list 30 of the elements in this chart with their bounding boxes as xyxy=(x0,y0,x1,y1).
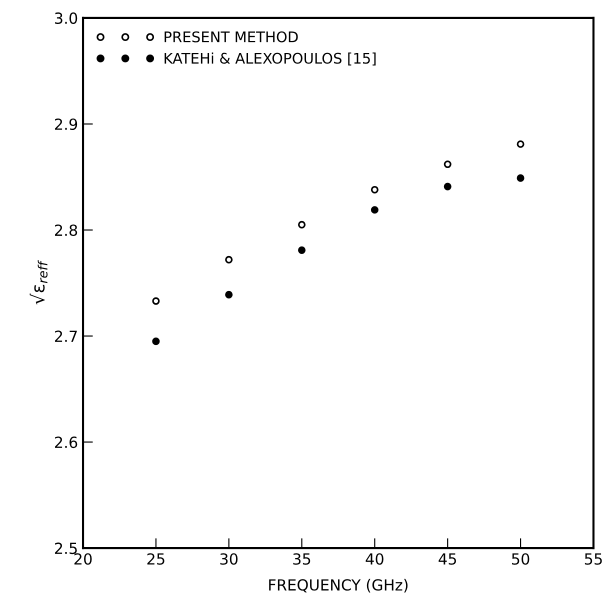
point xyxy=(516,174,524,182)
y-tick-label: 2.7 xyxy=(54,330,77,342)
point xyxy=(516,140,524,148)
point xyxy=(225,290,233,298)
x-tick-label: 55 xyxy=(584,553,602,565)
point xyxy=(298,220,306,228)
point xyxy=(444,160,452,168)
y-tick-label: 3.0 xyxy=(55,12,78,24)
point xyxy=(225,256,233,264)
point xyxy=(370,186,378,194)
point xyxy=(298,246,306,254)
point xyxy=(444,182,452,190)
y-axis-title: √ε$_{reff}$ xyxy=(30,260,48,304)
legend-label: PRESENT METHOD xyxy=(164,31,298,42)
y-tick-label: 2.8 xyxy=(54,224,78,236)
x-axis-title: FREQUENCY (GHz) xyxy=(269,578,408,592)
x-tick-label: 50 xyxy=(512,553,530,565)
x-tick-label: 25 xyxy=(147,553,164,565)
y-tick-label: 2.9 xyxy=(54,118,78,130)
point xyxy=(152,297,160,305)
x-tick-label: 20 xyxy=(74,553,92,565)
x-tick-label: 45 xyxy=(438,553,456,565)
point xyxy=(152,338,160,346)
y-tick-label: 2.6 xyxy=(54,436,78,448)
legend-label: KATEHi & ALEXOPOULOS [15] xyxy=(164,52,376,66)
x-tick-label: 35 xyxy=(293,553,310,565)
point xyxy=(370,206,378,214)
x-tick-label: 40 xyxy=(366,553,384,565)
y-tick-label: 2.5 xyxy=(54,542,77,554)
x-tick-label: 30 xyxy=(220,553,238,565)
